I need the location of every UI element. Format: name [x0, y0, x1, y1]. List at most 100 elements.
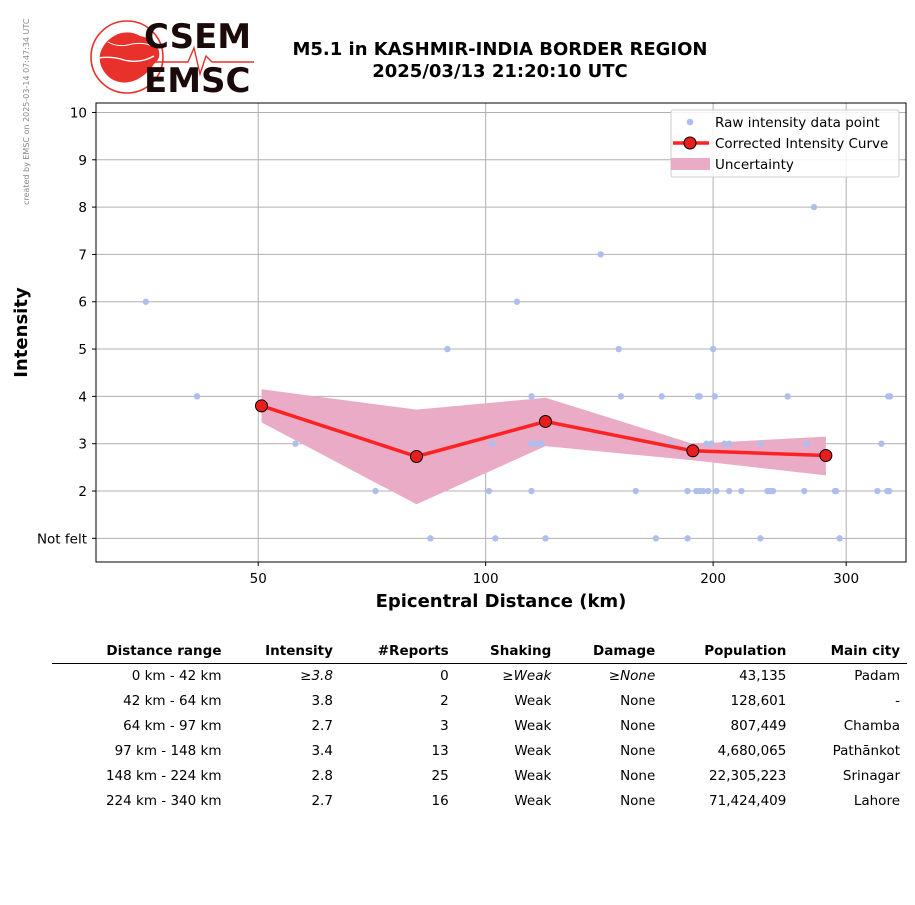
- raw-data-point: [615, 345, 622, 353]
- table-cell: 64 km - 97 km: [123, 718, 222, 734]
- uncertainty-band-layer: [261, 389, 826, 505]
- raw-data-point: [513, 298, 521, 305]
- table-cell: None: [620, 793, 656, 809]
- table-header-cell: Damage: [558, 640, 663, 664]
- raw-data-point: [193, 393, 201, 400]
- y-axis-label: Intensity: [11, 287, 32, 378]
- tick-layer: Not felt 2 3 4 5 6 7 8 9 10 50 100 200 300: [37, 105, 859, 587]
- distance-summary-table: Distance range Intensity #Reports Shaking Da…: [52, 640, 907, 814]
- raw-data-point: [485, 487, 493, 495]
- raw-data-point: [878, 440, 885, 447]
- table-cell: 22,305,223: [709, 768, 787, 784]
- raw-data-point: [725, 440, 733, 447]
- table-cell: Weak: [514, 793, 552, 809]
- table-cell: 3.4: [311, 743, 333, 759]
- y-tick-label: 5: [78, 342, 87, 358]
- raw-data-point: [810, 203, 818, 211]
- raw-data-point: [658, 393, 665, 400]
- intensity-chart: Not felt 2 3 4 5 6 7 8 9 10 50 100 200 300 Epicentral…: [11, 102, 907, 612]
- legend-uncertainty-symbol: [671, 158, 710, 170]
- table-cell: 128,601: [730, 693, 787, 709]
- table-cell: None: [620, 768, 656, 784]
- x-tick-label: 300: [833, 571, 859, 587]
- raw-data-point: [696, 393, 703, 400]
- table-cell: 3.8: [311, 693, 333, 709]
- table-row: 148 km - 224 km 2.8 25 Weak None 22,305,223 Sr…: [52, 764, 907, 789]
- x-tick-label: 50: [250, 571, 267, 587]
- raw-data-point: [292, 440, 299, 447]
- raw-data-point: [832, 487, 840, 495]
- table-cell: 2.7: [311, 718, 333, 734]
- raw-data-point: [142, 298, 150, 305]
- legend-curve-marker: [683, 136, 697, 150]
- y-tick-label: 7: [78, 247, 87, 263]
- raw-data-point: [528, 393, 535, 400]
- uncertainty-band: [261, 389, 826, 505]
- raw-data-point: [492, 535, 499, 542]
- raw-data-point: [597, 251, 604, 258]
- grid: [96, 103, 906, 562]
- table-row: 42 km - 64 km 3.8 2 Weak None 128,601 -: [52, 689, 907, 714]
- y-tick-label: 10: [70, 105, 87, 121]
- raw-data-point: [542, 535, 549, 542]
- table-header-cell: Population: [662, 640, 794, 664]
- table-cell: 4,680,065: [717, 743, 787, 759]
- chart-title: M5.1 in KASHMIR-INDIA BORDER REGION: [292, 39, 708, 60]
- y-tick-label: 3: [78, 437, 87, 453]
- table-row: 0 km - 42 km ≥3.8 0 ≥Weak ≥None 43,135 Padam: [52, 664, 907, 690]
- table-cell: 25: [431, 768, 449, 784]
- raw-data-point: [703, 440, 710, 447]
- raw-data-point: [711, 393, 718, 400]
- x-tick-label: 200: [700, 571, 726, 587]
- table-header-cell: Main city: [793, 640, 907, 664]
- table-cell: None: [620, 743, 656, 759]
- seismogram-icon: [154, 45, 254, 77]
- table-cell: Weak: [514, 718, 552, 734]
- table-cell: 148 km - 224 km: [105, 768, 222, 784]
- logo-line1: CSEM: [144, 18, 251, 57]
- table-header-row: Distance range Intensity #Reports Shaking Da…: [52, 640, 907, 664]
- table-cell: Pathānkot: [832, 743, 900, 759]
- table-cell: Padam: [854, 668, 900, 684]
- raw-data-point: [713, 487, 720, 495]
- corrected-intensity-point: [819, 449, 833, 463]
- raw-data-point: [803, 440, 810, 447]
- csem-emsc-logo: CSEM EMSC: [90, 18, 254, 98]
- legend-box: [670, 109, 900, 178]
- table-row: 64 km - 97 km 2.7 3 Weak None 807,449 Chamba: [52, 714, 907, 739]
- raw-data-point: [874, 487, 881, 495]
- table-header-cell: Distance range: [52, 640, 229, 664]
- raw-data-point: [738, 487, 745, 495]
- table-cell: None: [620, 693, 656, 709]
- table-cell: 807,449: [730, 718, 787, 734]
- legend-label-curve: Corrected Intensity Curve: [715, 136, 888, 152]
- corrected-intensity-point: [686, 444, 700, 458]
- raw-data-point: [885, 487, 893, 495]
- raw-data-point: [488, 440, 496, 447]
- table-cell: Lahore: [853, 793, 900, 809]
- table-body: 0 km - 42 km ≥3.8 0 ≥Weak ≥None 43,135 Padam 42…: [52, 664, 907, 815]
- raw-data-point: [532, 440, 539, 447]
- raw-data-point: [427, 535, 434, 542]
- legend-label-raw: Raw intensity data point: [715, 115, 880, 131]
- raw-data-point: [444, 345, 451, 353]
- table-cell: 2.8: [311, 768, 333, 784]
- corrected-intensity-point: [410, 449, 424, 463]
- legend-label-uncertainty: Uncertainty: [715, 157, 794, 173]
- raw-data-point: [769, 487, 777, 495]
- table-cell: 43,135: [739, 668, 787, 684]
- raw-data-point: [784, 393, 791, 400]
- raw-data-point: [372, 487, 379, 495]
- table-cell: Weak: [514, 768, 552, 784]
- table-cell: 13: [431, 743, 449, 759]
- table-header-cell: #Reports: [339, 640, 456, 664]
- table-cell: 0: [440, 668, 449, 684]
- table-cell: Weak: [514, 693, 552, 709]
- logo-line2: EMSC: [144, 61, 251, 98]
- distance-table-wrap: Distance range Intensity #Reports Shaking Da…: [52, 640, 907, 814]
- raw-data-point: [632, 487, 639, 495]
- raw-data-point: [684, 487, 691, 495]
- table-header-cell: Intensity: [228, 640, 340, 664]
- table-cell: 0 km - 42 km: [131, 668, 222, 684]
- legend-raw-symbol: [686, 118, 694, 126]
